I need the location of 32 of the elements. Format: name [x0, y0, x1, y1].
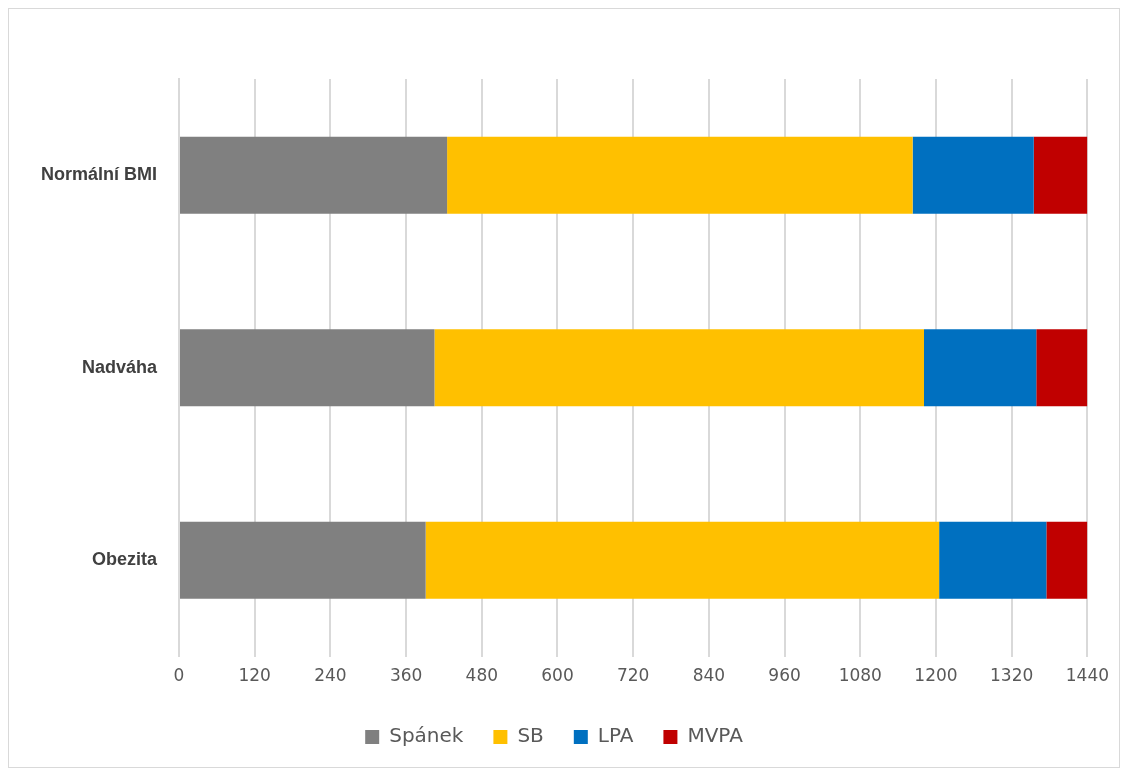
x-tick-label: 360	[389, 665, 423, 686]
x-tick-label: 1440	[1065, 665, 1109, 686]
legend-label: SB	[517, 723, 544, 748]
x-tick-label: 1080	[838, 665, 882, 686]
bar	[912, 136, 1034, 214]
bar	[425, 521, 940, 599]
x-tick-label: 600	[541, 665, 574, 686]
legend-label: MVPA	[687, 723, 744, 748]
y-tick-label: Normální BMI	[40, 164, 158, 185]
y-tick-label: Obezita	[91, 549, 158, 570]
y-tick-label: Nadváha	[81, 356, 158, 377]
x-tick-label: 1320	[990, 665, 1034, 686]
x-tick-label: 480	[465, 665, 499, 686]
bar	[1046, 521, 1088, 599]
x-tick-label: 120	[238, 665, 271, 686]
bar	[447, 136, 913, 214]
x-tick-label: 960	[768, 665, 801, 686]
bar	[1033, 136, 1088, 214]
bar	[180, 136, 448, 214]
x-tick-label: 0	[173, 665, 185, 686]
bar	[434, 329, 924, 407]
bar	[923, 329, 1037, 407]
x-tick-label: 720	[616, 665, 650, 686]
x-tick-label: 840	[692, 665, 726, 686]
bar	[180, 329, 435, 407]
legend-label: Spánek	[389, 723, 464, 748]
x-tick-label: 240	[314, 665, 347, 686]
bar	[939, 521, 1047, 599]
bar	[180, 521, 426, 599]
x-tick-label: 1200	[914, 665, 958, 686]
bar	[1036, 329, 1088, 407]
legend-label: LPA	[597, 723, 634, 748]
